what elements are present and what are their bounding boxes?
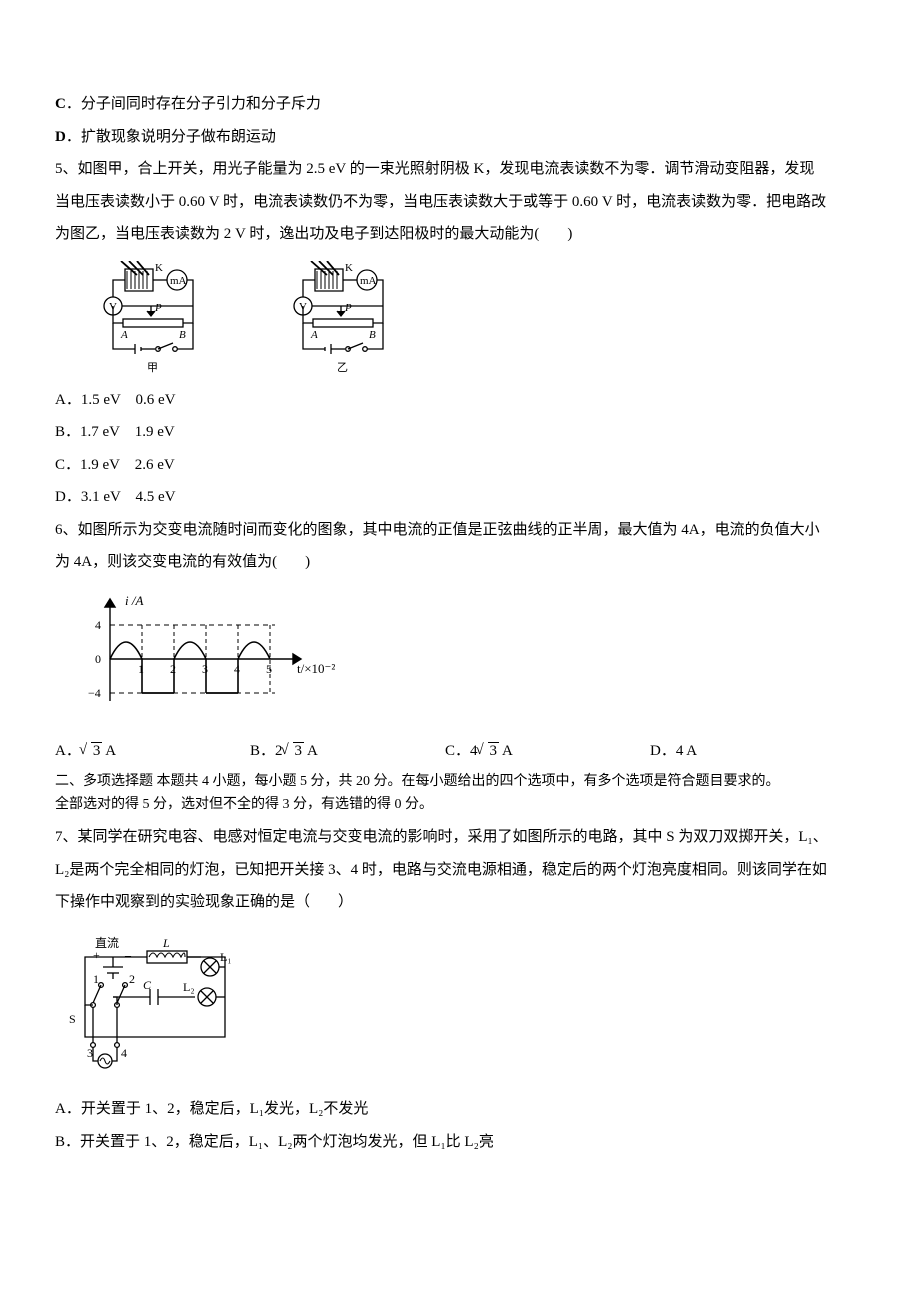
label-v: V — [109, 301, 117, 313]
text: 下操作中观察到的实验现象正确的是（ — [55, 894, 310, 910]
q7-stem-line2: L₂是两个完全相同的灯泡，已知把开关接 3、4 时，电路与交流电源相通，稳定后的… — [55, 856, 865, 885]
q4-option-c: C．分子间同时存在分子引力和分子斥力 — [55, 90, 865, 119]
text: ） — [338, 894, 353, 910]
opt-label: D — [55, 129, 66, 145]
text: 为图乙，当电压表读数为 2 V 时，逸出功及电子到达阳极时的最大动能为( — [55, 226, 539, 242]
node-2: 2 — [129, 972, 135, 986]
q5-stem-line1: 5、如图甲，合上开关，用光子能量为 2.5 eV 的一束光照射阴极 K，发现电流… — [55, 155, 865, 184]
label-l2: L₂ — [183, 980, 195, 994]
text: ) — [305, 554, 310, 570]
label-s: S — [69, 1012, 76, 1026]
label-jia: 甲 — [147, 362, 158, 374]
q5-stem-line2: 当电压表读数小于 0.60 V 时，电流表读数仍不为零，当电压表读数大于或等于 … — [55, 188, 865, 217]
q7-option-a: A．开关置于 1、2，稳定后，L₁发光，L₂不发光 — [55, 1095, 865, 1124]
q5-number: 5、 — [55, 161, 78, 177]
ytick-neg: −4 — [88, 686, 101, 700]
label-yi: 乙 — [337, 361, 348, 374]
opt-label: B． — [250, 743, 275, 759]
q6-stem-line2: 为 4A，则该交变电流的有效值为() — [55, 548, 865, 577]
q4-option-d: D．扩散现象说明分子做布朗运动 — [55, 123, 865, 152]
q7-circuit: 直流 + – L L₁ C L₂ 1 2 S 3 4 — [55, 929, 235, 1079]
q6-options: A．3 A B．23 A C．43 A D．4 A — [55, 737, 865, 766]
node-3: 3 — [87, 1046, 93, 1060]
label-k: K — [155, 262, 163, 274]
label-a: A — [120, 329, 128, 341]
svg-text:K: K — [345, 262, 353, 274]
xtick: 2 — [170, 662, 176, 676]
minus-icon: – — [124, 948, 132, 962]
sqrt-icon: 3 — [283, 737, 305, 766]
label-ma: mA — [170, 275, 187, 287]
text: 如图甲，合上开关，用光子能量为 2.5 eV 的一束光照射阴极 K，发现电流表读… — [78, 161, 815, 177]
q5-figures: K mA V P A B 甲 — [55, 261, 865, 376]
text: 某同学在研究电容、电感对恒定电流与交变电流的影响时，采用了如图所示的电路，其中 … — [78, 829, 828, 845]
label-b: B — [179, 329, 186, 341]
section2-line1: 二、多项选择题 本题共 4 小题，每小题 5 分，共 20 分。在每小题给出的四… — [55, 770, 865, 794]
origin: 0 — [95, 652, 101, 666]
ylabel: i /A — [125, 593, 143, 608]
q6-graph: i /A t/×10⁻²s 4 0 −4 1 2 3 4 5 — [55, 589, 335, 719]
q5-option-d: D．3.1 eV 4.5 eV — [55, 483, 865, 512]
q7-number: 7、 — [55, 829, 78, 845]
q5-option-b: B．1.7 eV 1.9 eV — [55, 418, 865, 447]
q6-option-a: A．3 A — [55, 737, 250, 766]
q5-stem-line3: 为图乙，当电压表读数为 2 V 时，逸出功及电子到达阳极时的最大动能为() — [55, 220, 865, 249]
q5-circuit-jia: K mA V P A B 甲 — [55, 261, 205, 376]
q6-stem-line1: 6、如图所示为交变电流随时间而变化的图象，其中电流的正值是正弦曲线的正半周，最大… — [55, 516, 865, 545]
xtick: 4 — [234, 662, 240, 676]
q5-option-c: C．1.9 eV 2.6 eV — [55, 451, 865, 480]
q5-circuit-yi: K mA V P A B 乙 — [245, 261, 395, 376]
plus-icon: + — [93, 948, 100, 962]
sqrt-icon: 3 — [81, 737, 103, 766]
text: ) — [567, 226, 572, 242]
opt-label: A． — [55, 743, 81, 759]
opt-text: ．分子间同时存在分子引力和分子斥力 — [66, 96, 321, 112]
xtick: 3 — [202, 662, 208, 676]
text: 如图所示为交变电流随时间而变化的图象，其中电流的正值是正弦曲线的正半周，最大值为… — [78, 522, 820, 538]
label-l: L — [162, 936, 170, 950]
xtick: 5 — [266, 662, 272, 676]
opt-label: C． — [445, 743, 470, 759]
q6-option-b: B．23 A — [250, 737, 445, 766]
label-l1: L₁ — [220, 950, 232, 964]
node-4: 4 — [121, 1046, 127, 1060]
node-1: 1 — [93, 972, 99, 986]
opt-text: ．扩散现象说明分子做布朗运动 — [66, 129, 276, 145]
sqrt-icon: 3 — [478, 737, 500, 766]
q5-option-a: A．1.5 eV 0.6 eV — [55, 386, 865, 415]
xlabel: t/×10⁻²s — [297, 661, 335, 676]
section2-line2: 全部选对的得 5 分，选对但不全的得 3 分，有选错的得 0 分。 — [55, 793, 865, 817]
opt-label: C — [55, 96, 66, 112]
q7-stem-line1: 7、某同学在研究电容、电感对恒定电流与交变电流的影响时，采用了如图所示的电路，其… — [55, 823, 865, 852]
q6-option-d: D．4 A — [650, 737, 810, 766]
ytick-pos: 4 — [95, 618, 101, 632]
q7-stem-line3: 下操作中观察到的实验现象正确的是（ ） — [55, 888, 865, 917]
svg-text:V: V — [299, 301, 307, 313]
label-p: P — [154, 302, 162, 314]
xtick: 1 — [138, 662, 144, 676]
q6-option-c: C．43 A — [445, 737, 650, 766]
svg-text:P: P — [344, 302, 352, 314]
q7-option-b: B．开关置于 1、2，稳定后，L₁、L₂两个灯泡均发光，但 L₁比 L₂亮 — [55, 1128, 865, 1157]
q6-number: 6、 — [55, 522, 78, 538]
label-c: C — [143, 978, 152, 992]
text: 为 4A，则该交变电流的有效值为( — [55, 554, 277, 570]
svg-text:A: A — [310, 329, 318, 341]
svg-text:mA: mA — [360, 275, 377, 287]
svg-text:B: B — [369, 329, 376, 341]
